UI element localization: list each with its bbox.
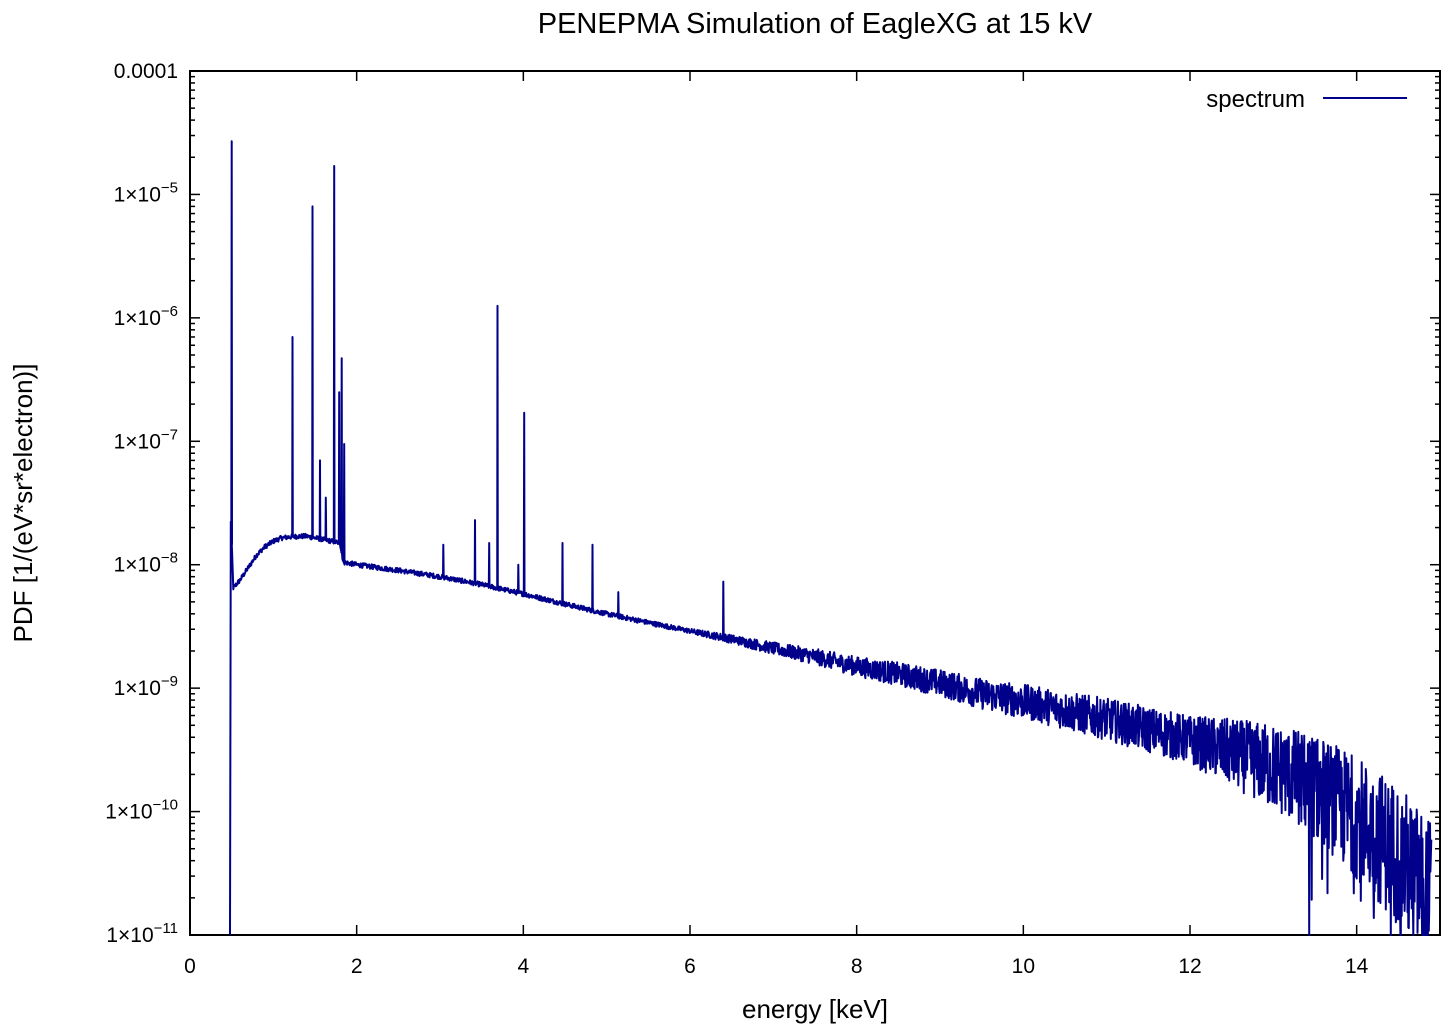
y-tick-exponent: −8 xyxy=(161,550,178,567)
series-layer xyxy=(229,140,1433,936)
x-tick-label: 14 xyxy=(1345,955,1369,978)
y-tick-exponent: −5 xyxy=(161,179,178,196)
y-tick-label: 1×10−5 xyxy=(114,179,178,206)
y-axis: 0.00011×10−51×10−61×10−71×10−81×10−91×10… xyxy=(105,60,1440,947)
y-tick-label: 1×10−9 xyxy=(114,673,178,700)
y-tick-mantissa: 1×10 xyxy=(114,554,161,577)
y-tick-exponent: −7 xyxy=(161,426,178,443)
x-axis: 0 2 4 6 8 10 12 14 xyxy=(184,71,1369,978)
y-tick-label: 1×10−8 xyxy=(114,550,178,577)
y-tick-label: 1×10−11 xyxy=(106,920,178,947)
x-tick-label: 6 xyxy=(684,955,696,978)
plot-frame xyxy=(189,70,1441,936)
legend-label-spectrum: spectrum xyxy=(1206,86,1305,113)
y-tick-mantissa: 1×10 xyxy=(106,924,153,947)
chart-title: PENEPMA Simulation of EagleXG at 15 kV xyxy=(538,8,1093,40)
x-tick-label: 12 xyxy=(1178,955,1201,978)
x-tick-label: 0 xyxy=(184,955,196,978)
y-tick-mantissa: 1×10 xyxy=(114,307,161,330)
y-axis-label: PDF [1/(eV*sr*electron)] xyxy=(8,364,38,643)
y-tick-label: 1×10−7 xyxy=(114,426,178,453)
y-tick-mantissa: 1×10 xyxy=(105,801,152,824)
x-tick-label: 4 xyxy=(517,955,529,978)
x-tick-label: 10 xyxy=(1012,955,1035,978)
y-tick-exponent: −10 xyxy=(153,797,178,814)
legend: spectrum xyxy=(1206,86,1407,113)
series-line-spectrum xyxy=(229,140,1433,936)
x-axis-label: energy [keV] xyxy=(742,994,888,1024)
y-tick-mantissa: 1×10 xyxy=(114,430,161,453)
y-tick-exponent: −11 xyxy=(154,920,178,937)
y-tick-mantissa: 1×10 xyxy=(114,183,161,206)
y-tick-mantissa: 1×10 xyxy=(114,677,161,700)
y-tick-label: 0.0001 xyxy=(114,60,178,83)
y-tick-exponent: −9 xyxy=(161,673,178,690)
y-tick-exponent: −6 xyxy=(161,303,178,320)
y-tick-label: 1×10−6 xyxy=(114,303,178,330)
x-tick-label: 8 xyxy=(851,955,863,978)
x-tick-label: 2 xyxy=(351,955,363,978)
y-tick-label: 1×10−10 xyxy=(105,797,178,824)
